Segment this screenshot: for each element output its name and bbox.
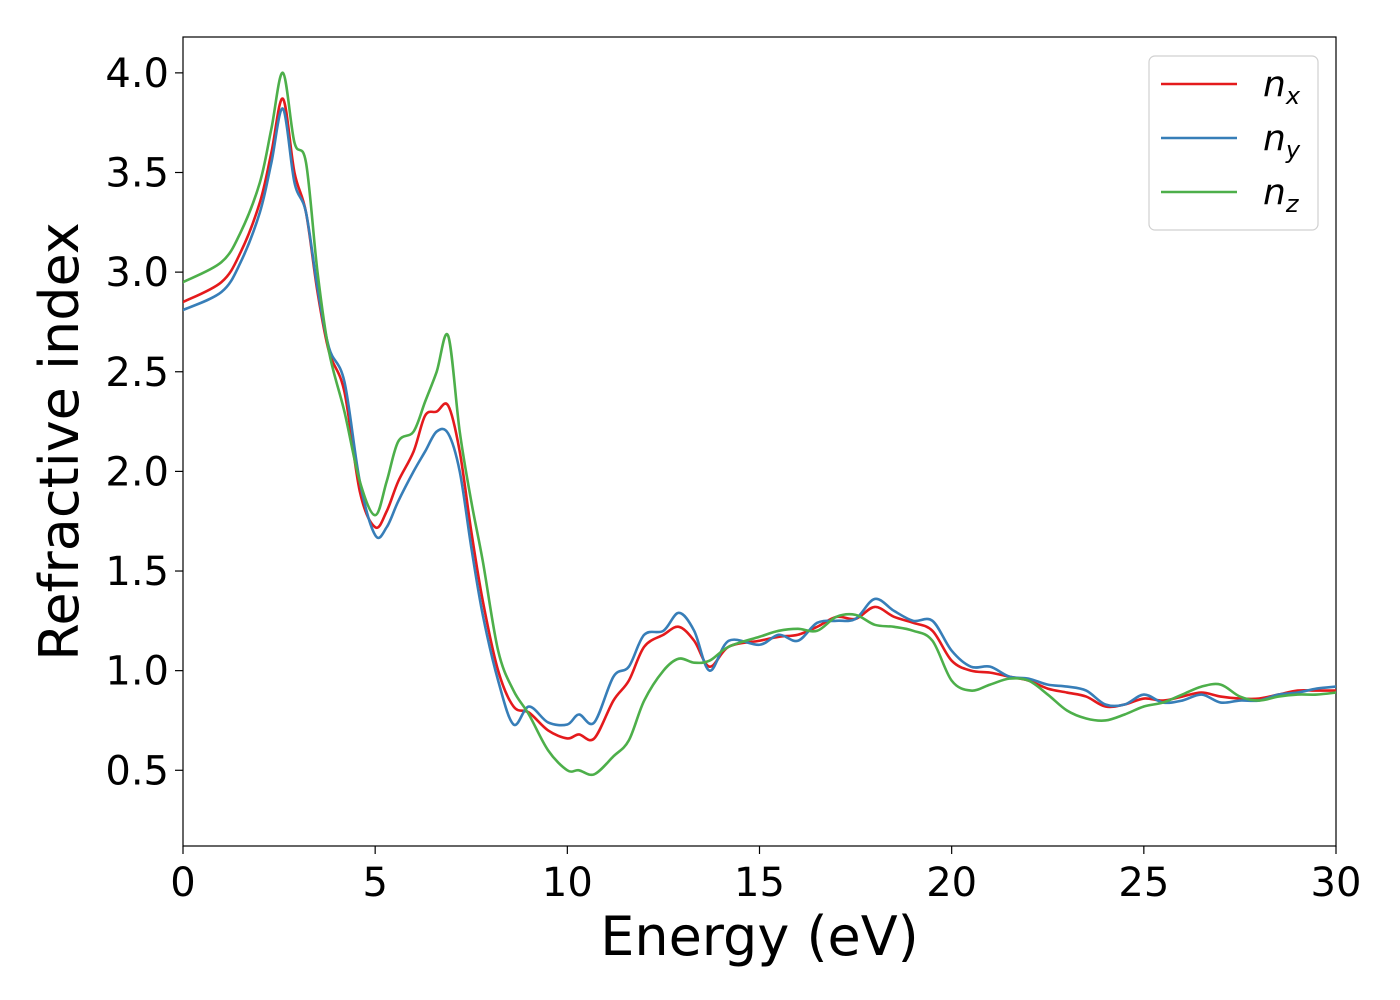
legend-label-nz: nz xyxy=(1263,172,1300,218)
x-tick-label: 25 xyxy=(1118,860,1169,906)
plot-frame xyxy=(182,36,1337,847)
x-axis-label: Energy (eV) xyxy=(600,905,919,968)
legend: nx ny nz xyxy=(1148,55,1319,231)
series-line-nz xyxy=(183,71,1336,777)
x-tick-label: 5 xyxy=(362,860,387,906)
y-tick-label: 2.5 xyxy=(105,350,169,396)
y-tick-label: 3.0 xyxy=(105,250,169,296)
y-tick-label: 1.5 xyxy=(105,549,169,595)
y-tick-label: 2.0 xyxy=(105,449,169,495)
x-tick-label: 10 xyxy=(542,860,593,906)
y-axis-label: Refractive index xyxy=(28,222,91,661)
x-tick-label: 0 xyxy=(170,860,195,906)
y-tick-label: 3.5 xyxy=(105,150,169,196)
x-tick-label: 20 xyxy=(926,860,977,906)
x-tick-label: 30 xyxy=(1311,860,1362,906)
y-tick-label: 4.0 xyxy=(105,51,169,97)
y-tick-label: 0.5 xyxy=(105,748,169,794)
y-axis-ticks: 0.5 1.0 1.5 2.0 2.5 3.0 3.5 4.0 xyxy=(105,51,183,794)
x-axis-ticks: 0 5 10 15 20 25 30 xyxy=(170,846,1361,906)
plot-area xyxy=(182,36,1337,847)
series-lines xyxy=(183,71,1336,777)
y-tick-label: 1.0 xyxy=(105,649,169,695)
legend-label-nx: nx xyxy=(1263,64,1301,110)
x-tick-label: 15 xyxy=(734,860,785,906)
legend-box xyxy=(1148,55,1319,231)
legend-label-ny: ny xyxy=(1263,118,1301,164)
